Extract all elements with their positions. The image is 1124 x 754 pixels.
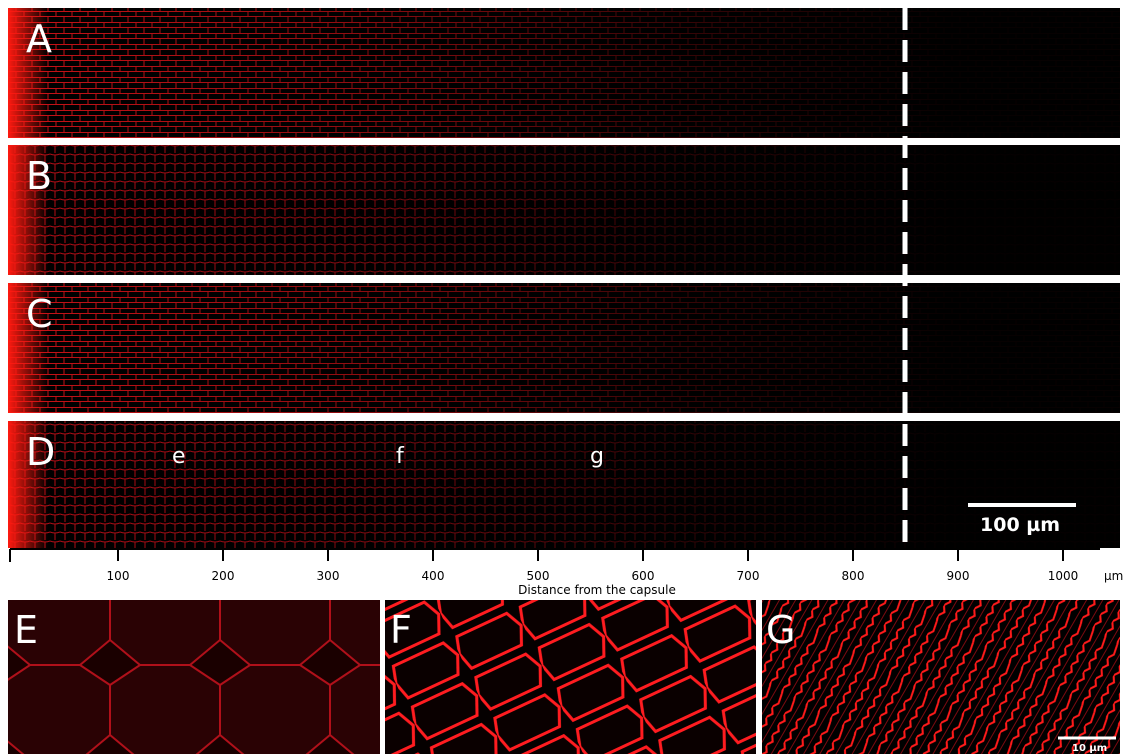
tick-label: 600 <box>632 569 655 583</box>
inset-f: F <box>385 600 756 754</box>
distance-axis: µm Distance from the capsule 100 200 300 40… <box>10 549 1123 597</box>
panel-b: B <box>8 145 1120 275</box>
panel-c: C <box>8 283 1120 413</box>
region-label: f <box>396 444 405 469</box>
scale-bar-label: 10 µm <box>1072 743 1107 754</box>
tick-label: 500 <box>527 569 550 583</box>
tick-label: 700 <box>737 569 760 583</box>
axis-title: Distance from the capsule <box>518 583 676 597</box>
inset-label: G <box>766 608 795 652</box>
insets: E F G 10 µm <box>8 600 1120 754</box>
scale-bar-label: 100 µm <box>980 514 1060 536</box>
panel-d: D e f g 100 µm <box>8 421 1120 548</box>
tick-label: 1000 <box>1048 569 1079 583</box>
panel-label: B <box>26 154 52 198</box>
panel-a: A <box>8 8 1120 138</box>
tick-label: 900 <box>947 569 970 583</box>
panel-label: C <box>26 292 53 336</box>
lens-strips: A B C D e f g 100 µm <box>8 8 1120 548</box>
tick-label: 200 <box>212 569 235 583</box>
inset-g: G 10 µm <box>762 600 1120 754</box>
inset-label: E <box>14 608 38 652</box>
figure: A B C D e f g 100 µm µm <box>0 0 1124 754</box>
panel-label: A <box>26 17 52 61</box>
tick-label: 800 <box>842 569 865 583</box>
panel-label: D <box>26 430 55 474</box>
region-label: g <box>590 444 604 469</box>
tick-label: 400 <box>422 569 445 583</box>
region-label: e <box>172 444 186 469</box>
tick-label: 100 <box>107 569 130 583</box>
axis-unit: µm <box>1104 569 1123 583</box>
inset-label: F <box>390 608 412 652</box>
inset-e: E <box>8 600 380 754</box>
tick-label: 300 <box>317 569 340 583</box>
